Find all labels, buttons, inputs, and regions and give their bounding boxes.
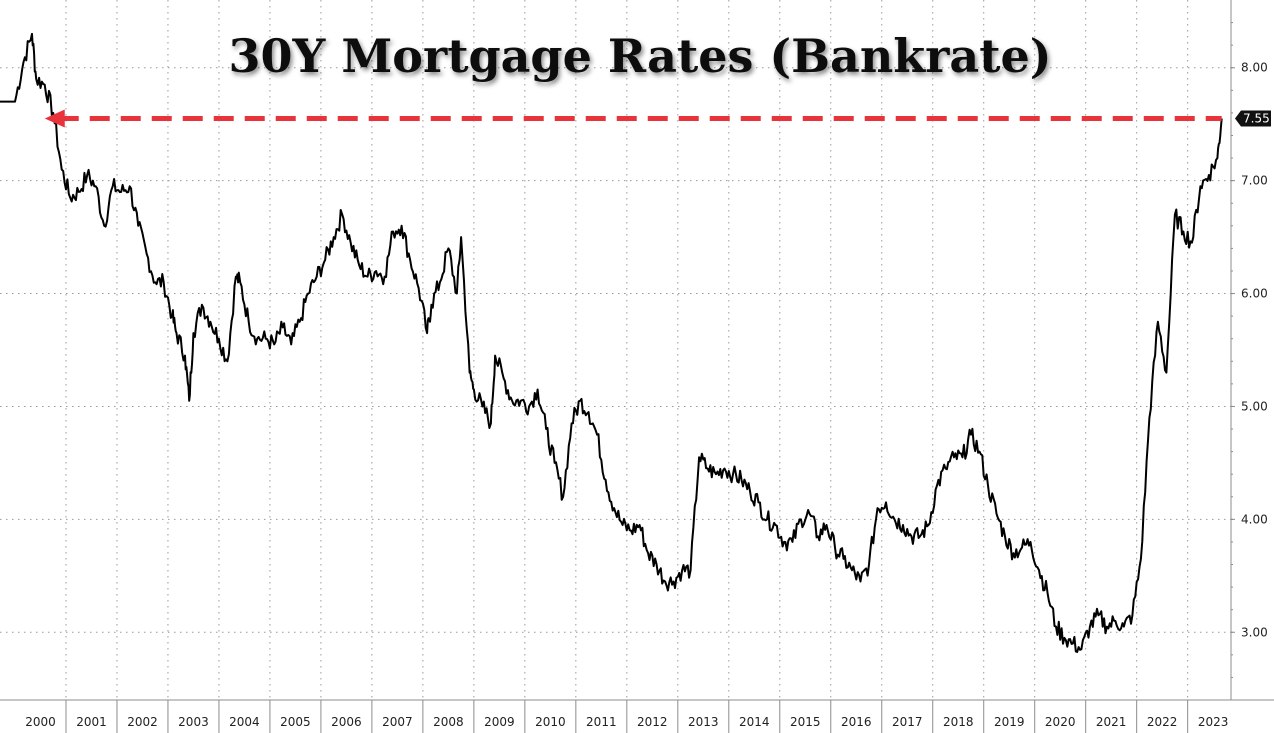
y-tick-label: 5.00: [1241, 399, 1268, 413]
x-tick-label: 2023: [1198, 715, 1229, 729]
y-axis: 3.00 4.00 5.00 6.00 7.00 8.00: [1231, 22, 1268, 701]
x-tick-label: 2012: [637, 715, 668, 729]
series-line-mortgage-rate: [0, 32, 1223, 653]
x-tick-label: 2019: [994, 715, 1025, 729]
x-tick-label: 2017: [892, 715, 923, 729]
x-tick-label: 2004: [229, 715, 260, 729]
x-tick-label: 2003: [178, 715, 209, 729]
x-tick-label: 2009: [484, 715, 515, 729]
x-tick-label: 2007: [382, 715, 413, 729]
x-tick-label: 2014: [739, 715, 770, 729]
y-tick-label: 4.00: [1241, 512, 1268, 526]
x-tick-label: 2008: [433, 715, 464, 729]
x-tick-label: 2001: [76, 715, 107, 729]
last-value-label: 7.55: [1243, 112, 1270, 126]
x-tick-label: 2021: [1096, 715, 1127, 729]
x-tick-label: 2002: [127, 715, 158, 729]
reference-arrow: [44, 109, 1222, 128]
y-tick-label: 3.00: [1241, 625, 1268, 639]
x-tick-label: 2013: [688, 715, 719, 729]
y-tick-label: 7.00: [1241, 174, 1268, 188]
axes: [0, 0, 1274, 701]
last-value-box: [1235, 110, 1271, 127]
x-tick-label: 2011: [586, 715, 617, 729]
chart-title: 30Y Mortgage Rates (Bankrate): [229, 29, 1052, 83]
x-axis: 2000 2001 2002 2003 2004 2005 2006 2007 2008 2009…: [25, 700, 1228, 733]
grid: [0, 0, 1231, 700]
x-tick-label: 2020: [1045, 715, 1076, 729]
x-tick-label: 2006: [331, 715, 362, 729]
reference-arrowhead: [44, 109, 65, 128]
x-tick-label: 2022: [1147, 715, 1178, 729]
x-tick-label: 2005: [280, 715, 311, 729]
x-tick-label: 2015: [790, 715, 821, 729]
x-tick-label: 2016: [841, 715, 872, 729]
y-tick-label: 8.00: [1241, 61, 1268, 75]
x-tick-label: 2000: [25, 715, 56, 729]
y-tick-label: 6.00: [1241, 287, 1268, 301]
last-value-marker: 7.55: [1235, 110, 1271, 127]
x-tick-label: 2018: [943, 715, 974, 729]
x-tick-label: 2010: [535, 715, 566, 729]
